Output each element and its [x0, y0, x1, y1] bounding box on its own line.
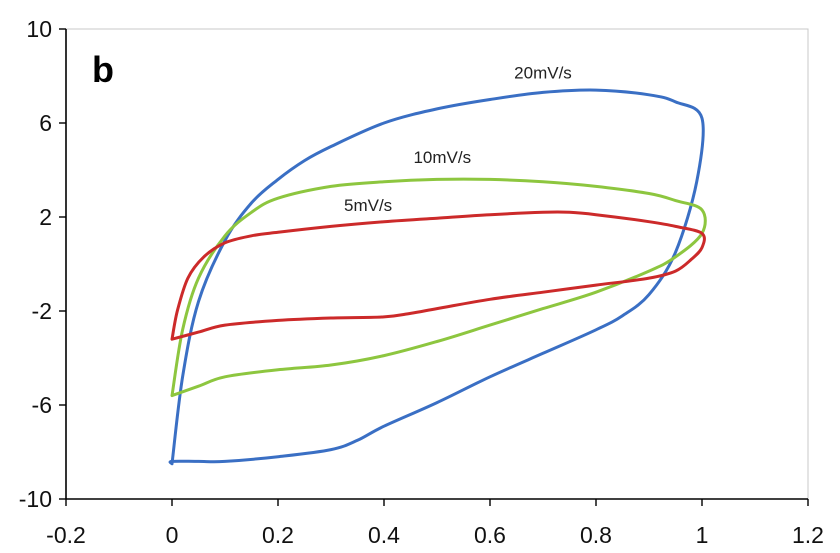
x-tick-label: 0.2 — [262, 522, 294, 548]
x-tick-label: 1 — [696, 522, 709, 548]
curve-label: 5mV/s — [344, 196, 392, 215]
x-tick-label: -0.2 — [46, 522, 86, 548]
y-tick-label: -2 — [32, 298, 52, 324]
x-tick-label: 0.6 — [474, 522, 506, 548]
curve-labels: 20mV/s 10mV/s 5mV/s — [344, 63, 572, 215]
x-tick-label: 1.2 — [792, 522, 824, 548]
axes: 10 6 2 -2 -6 -10 -0.2 0 0.2 0.4 0.6 0.8 1 1.2 — [19, 16, 824, 548]
y-tick-label: 6 — [39, 110, 52, 136]
series-line-1 — [170, 177, 707, 398]
series-line-0 — [168, 88, 705, 466]
panel-label: b — [92, 49, 114, 90]
x-tick-label: 0.8 — [580, 522, 612, 548]
y-tick-label: 10 — [26, 16, 52, 42]
x-tick-label: 0.4 — [368, 522, 400, 548]
y-tick-label: -10 — [19, 486, 52, 512]
curve-label: 20mV/s — [514, 63, 572, 82]
x-tick-label: 0 — [166, 522, 179, 548]
y-tick-label: 2 — [39, 204, 52, 230]
y-tick-label: -6 — [32, 392, 52, 418]
series-line-2 — [170, 210, 706, 341]
series-layer — [168, 88, 707, 466]
curve-label: 10mV/s — [413, 148, 471, 167]
